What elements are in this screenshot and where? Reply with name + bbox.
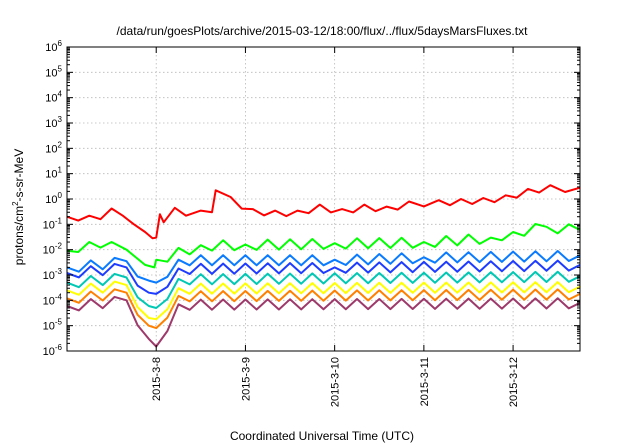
- y-tick-label-1: 105: [45, 64, 62, 79]
- axes: 106 105 104 103 102 101 100 10-1 10-2 10-3 10-4 10-…: [43, 39, 581, 407]
- series-line-3: [66, 259, 581, 295]
- y-axis-label: protons/cm2-s-sr-MeV: [11, 149, 26, 265]
- series-line-1: [66, 223, 581, 269]
- series-line-6: [66, 288, 581, 330]
- x-tick-label-0: 2015-3-8: [151, 357, 163, 401]
- series-line-0: [66, 184, 581, 240]
- chart-title: /data/run/goesPlots/archive/2015-03-12/1…: [117, 24, 529, 38]
- x-tick-label-4: 2015-3-12: [508, 357, 520, 407]
- y-tick-label-3: 103: [45, 115, 62, 130]
- series-line-5: [66, 280, 581, 321]
- y-axis-label-rest: -s-sr-MeV: [12, 149, 26, 202]
- x-axis-label: Coordinated Universal Time (UTC): [230, 429, 414, 443]
- y-tick-label-12: 10-6: [43, 343, 63, 358]
- y-tick-label-9: 10-3: [43, 267, 63, 282]
- series-line-4: [66, 270, 581, 309]
- x-tick-label-1: 2015-3-9: [240, 357, 252, 401]
- series-group: [66, 184, 581, 348]
- y-tick-label-7: 10-1: [43, 216, 63, 231]
- y-tick-label-5: 101: [45, 166, 62, 181]
- x-tick-label-2: 2015-3-10: [330, 357, 342, 407]
- y-tick-label-11: 10-5: [43, 318, 63, 333]
- y-tick-label-0: 106: [45, 39, 62, 54]
- y-tick-label-8: 10-2: [43, 242, 63, 257]
- series-line-7: [66, 295, 581, 348]
- series-line-2: [66, 250, 581, 284]
- x-tick-label-3: 2015-3-11: [419, 357, 431, 406]
- y-axis-label-main: protons/cm: [12, 206, 26, 265]
- y-axis-label-sup: 2: [11, 201, 20, 206]
- y-tick-label-2: 104: [45, 90, 62, 105]
- y-tick-label-4: 102: [45, 140, 62, 155]
- y-tick-label-10: 10-4: [43, 292, 63, 307]
- y-tick-label-6: 100: [45, 191, 62, 206]
- grid: [67, 47, 580, 351]
